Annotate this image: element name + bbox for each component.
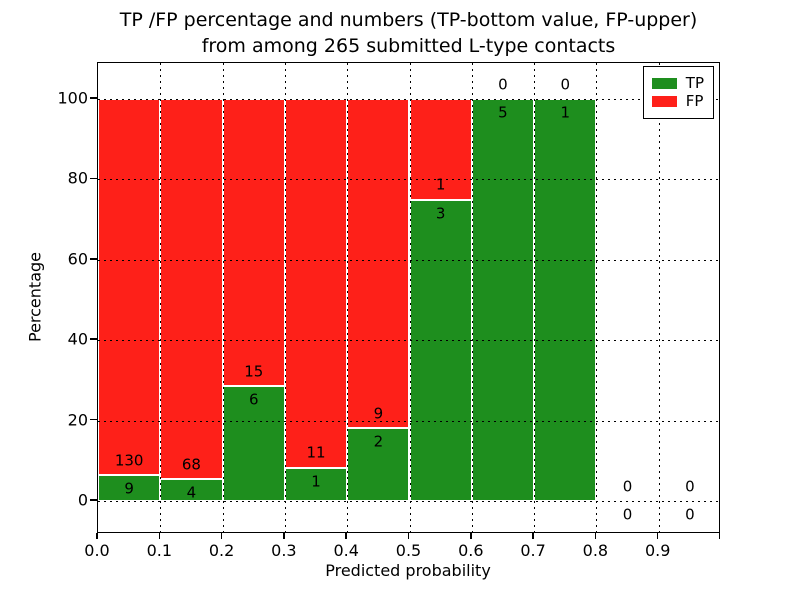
bar-count-tp: 5: [498, 103, 508, 122]
y-tick: [90, 258, 97, 260]
bar-segment-tp: [347, 427, 410, 501]
bar-segment-tp: [98, 474, 161, 501]
legend-label: FP: [685, 92, 704, 110]
bar-count-tp: 0: [685, 505, 695, 524]
legend-swatch-fp-icon: [651, 96, 677, 107]
x-tick-label: 0.0: [84, 541, 110, 560]
legend-row: FP: [651, 92, 704, 110]
x-tick: [96, 533, 98, 539]
y-tick-label: 80: [67, 168, 88, 188]
bar-count-fp: 0: [622, 477, 633, 496]
y-tick: [90, 499, 97, 501]
bar-count-fp: 130: [114, 451, 144, 470]
bar-count-fp: 11: [306, 443, 326, 462]
bar-segment-fp: [347, 99, 410, 428]
bar-count-tp: 6: [248, 390, 259, 409]
legend: TP FP: [642, 66, 714, 119]
bar-count-tp: 9: [124, 479, 134, 498]
y-tick: [90, 177, 97, 180]
x-tick: [532, 533, 534, 539]
bar-count-labels-layer: 130 9 68 4 15 6 11 1 9 2 1 3 0 5 0 1 0 0 0 0: [98, 63, 719, 532]
bar-segment-tp: [409, 199, 472, 501]
y-tick-label: 60: [67, 249, 88, 269]
chart-title: TP /FP percentage and numbers (TP-bottom…: [97, 8, 720, 59]
x-tick-label: 0.5: [395, 541, 422, 560]
plot-area: 130 9 68 4 15 6 11 1 9 2 1 3 0 5 0 1 0 0 0 0 TP FP: [97, 62, 720, 533]
x-tick: [283, 533, 285, 539]
y-tick-label: 40: [67, 329, 88, 349]
x-tick: [220, 533, 223, 539]
x-tick: [470, 533, 472, 539]
x-tick: [345, 533, 347, 539]
y-tick: [90, 338, 97, 340]
bar-segment-tp: [471, 99, 535, 501]
bar-count-fp: 1: [435, 175, 446, 194]
chart-title-line1: TP /FP percentage and numbers (TP-bottom…: [119, 9, 698, 31]
y-axis-label: Percentage: [25, 251, 45, 343]
x-tick-label: 0.4: [333, 541, 359, 560]
bar-count-tp: 3: [435, 204, 446, 223]
bar-count-tp: 0: [622, 505, 633, 524]
y-tick-label: 0: [77, 490, 88, 510]
bar-count-fp: 0: [498, 75, 508, 94]
bar-count-tp: 2: [373, 432, 384, 451]
bar-count-tp: 4: [186, 483, 197, 502]
bar-segment-fp: [284, 99, 348, 468]
bar-count-fp: 68: [181, 455, 201, 474]
x-tick: [407, 533, 410, 539]
x-tick: [656, 533, 659, 539]
bar-segment-fp: [98, 99, 161, 475]
x-tick-label: 0.2: [208, 541, 235, 560]
y-tick-label: 100: [57, 88, 88, 108]
y-tick-label: 20: [67, 410, 88, 430]
bar-count-fp: 0: [685, 477, 695, 496]
x-tick-label: 0.7: [520, 541, 546, 560]
y-tick: [90, 418, 97, 421]
x-tick: [718, 533, 720, 539]
bar-count-tp: 1: [311, 472, 321, 491]
x-axis-label: Predicted probability: [325, 561, 491, 580]
x-tick-label: 0.9: [644, 541, 671, 560]
legend-label: TP: [685, 74, 704, 92]
x-tick-label: 0.6: [458, 541, 484, 560]
bar-count-fp: 0: [560, 75, 571, 94]
bar-count-fp: 15: [244, 362, 264, 381]
bar-count-fp: 9: [373, 404, 384, 423]
x-tick-label: 0.8: [582, 541, 609, 560]
chart-title-line2: from among 265 submitted L-type contacts: [201, 34, 616, 57]
bar-count-tp: 1: [560, 103, 571, 122]
x-tick-label: 0.1: [146, 541, 173, 560]
x-tick: [158, 533, 161, 539]
bars-layer: [98, 63, 719, 532]
legend-swatch-tp-icon: [651, 78, 677, 89]
x-tick-label: 0.3: [271, 541, 297, 560]
bar-segment-fp: [160, 99, 223, 479]
y-tick: [90, 97, 97, 99]
legend-row: TP: [651, 74, 704, 92]
x-tick: [594, 533, 597, 539]
